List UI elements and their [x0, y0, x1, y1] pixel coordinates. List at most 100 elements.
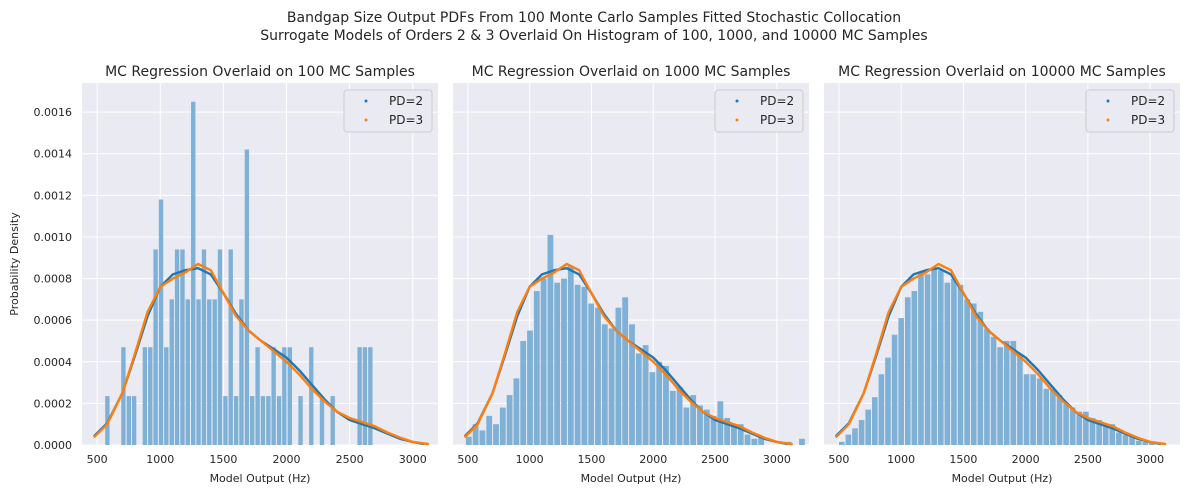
histogram-bar [1135, 440, 1142, 445]
histogram-bar [527, 330, 533, 445]
histogram-bar [255, 347, 260, 445]
histogram-bar [158, 199, 164, 445]
histogram-bar [298, 396, 303, 445]
legend: PD=2 PD=3 [714, 89, 804, 133]
histogram-bar [924, 274, 931, 445]
histogram-bar [547, 234, 554, 445]
histogram-bar [217, 249, 223, 445]
histogram-bar [276, 396, 282, 445]
histogram-bar [918, 272, 924, 445]
histogram-bar [185, 299, 190, 445]
legend-marker-pd3 [735, 118, 739, 122]
histogram-bar [196, 299, 201, 445]
histogram-bar [357, 347, 362, 445]
histogram-bar [642, 345, 649, 445]
histogram-bar [649, 372, 656, 445]
x-tick-labels: 500 1000 1500 2000 2500 3000 [457, 453, 791, 466]
subplot-3: 500 1000 1500 2000 2500 3000 MC Regression Ov… [824, 64, 1180, 485]
x-axis-label: Model Output (Hz) [581, 472, 682, 485]
histogram-bar [142, 347, 148, 445]
histogram-bar [697, 405, 703, 445]
x-tick-label: 1500 [949, 453, 977, 466]
histogram-bar [731, 426, 737, 445]
histogram-bar [885, 357, 891, 445]
histogram-bar [957, 284, 964, 445]
x-tick-label: 1000 [146, 453, 174, 466]
pdf-curve-pd3 [93, 262, 430, 446]
y-tick-label: 0.0016 [34, 106, 73, 119]
histogram-bar [581, 286, 588, 445]
histogram-bar [319, 396, 325, 445]
figure-suptitle-line1: Bandgap Size Output PDFs From 100 Monte … [287, 10, 901, 26]
histogram-bar [472, 424, 479, 445]
legend-marker-pd2 [364, 99, 368, 103]
histogram-bar [486, 415, 493, 445]
histogram-bar [1017, 355, 1023, 445]
histogram-bar [1036, 378, 1043, 445]
histogram-bar [567, 266, 574, 445]
histogram-bar [944, 282, 951, 445]
histogram-bar [845, 434, 852, 445]
histogram-bar [608, 328, 615, 445]
histogram-bar [233, 396, 239, 445]
subplot-title: MC Regression Overlaid on 100 MC Samples [105, 64, 415, 80]
x-tick-label: 2000 [1012, 453, 1040, 466]
histogram-bar [703, 409, 710, 445]
histogram-bar [858, 420, 865, 445]
x-tick-label: 500 [87, 453, 108, 466]
histogram-bar [1023, 374, 1030, 445]
histogram-bar [499, 407, 506, 445]
x-tick-label: 500 [457, 453, 478, 466]
histogram-bar [622, 297, 629, 445]
legend-marker-pd3 [364, 118, 368, 122]
histogram-bar [121, 347, 126, 445]
x-tick-label: 1500 [577, 453, 605, 466]
histogram-bar [1116, 432, 1122, 445]
pdf-curves [464, 262, 793, 446]
x-tick-labels: 500 1000 1500 2000 2500 3000 [87, 453, 427, 466]
histogram-bar [669, 390, 676, 445]
histogram-bar [287, 347, 292, 445]
x-tick-label: 2500 [336, 453, 364, 466]
histogram-bar [554, 282, 561, 445]
histogram-bar [309, 347, 314, 445]
histogram-bar [561, 278, 567, 445]
histogram-bar [239, 299, 244, 445]
histogram-bar [148, 347, 153, 445]
histogram-bar [690, 395, 697, 445]
legend-label-pd3: PD=3 [389, 113, 423, 127]
legend-label-pd3: PD=3 [1131, 113, 1165, 127]
subplot-title: MC Regression Overlaid on 1000 MC Sample… [472, 64, 791, 80]
x-tick-label: 2500 [701, 453, 729, 466]
histogram-bar [126, 396, 132, 445]
histogram-bar [191, 101, 196, 446]
histogram-bar [717, 401, 724, 445]
x-tick-labels: 500 1000 1500 2000 2500 3000 [828, 453, 1164, 466]
histogram-bar [164, 347, 169, 445]
histogram-bar [180, 249, 185, 445]
histogram-bar [931, 268, 937, 445]
histogram-bar [838, 441, 845, 445]
histogram-bar [260, 396, 266, 445]
legend: PD=2 PD=3 [343, 89, 433, 133]
histogram-bar [656, 361, 663, 445]
histogram-bar [223, 396, 228, 445]
histogram-bar [588, 303, 595, 445]
histogram-bar [710, 415, 717, 445]
histogram-bar [1142, 441, 1149, 445]
histogram-bar [330, 396, 335, 445]
histogram-bar [201, 249, 207, 445]
histogram-bar [533, 291, 540, 445]
y-axis-label: Probability Density [8, 212, 21, 316]
x-axis-label: Model Output (Hz) [952, 472, 1053, 485]
histogram-bar [595, 307, 601, 445]
histogram-bar [282, 347, 287, 445]
histogram-bar [951, 278, 957, 445]
histogram-bar [744, 434, 751, 445]
histogram-bar [1096, 420, 1102, 445]
histogram-bar [513, 378, 520, 445]
histogram-bar [1076, 411, 1083, 445]
pdf-curves [835, 262, 1167, 446]
subplot-2: 500 1000 1500 2000 2500 3000 MC Regression Ov… [453, 64, 809, 485]
